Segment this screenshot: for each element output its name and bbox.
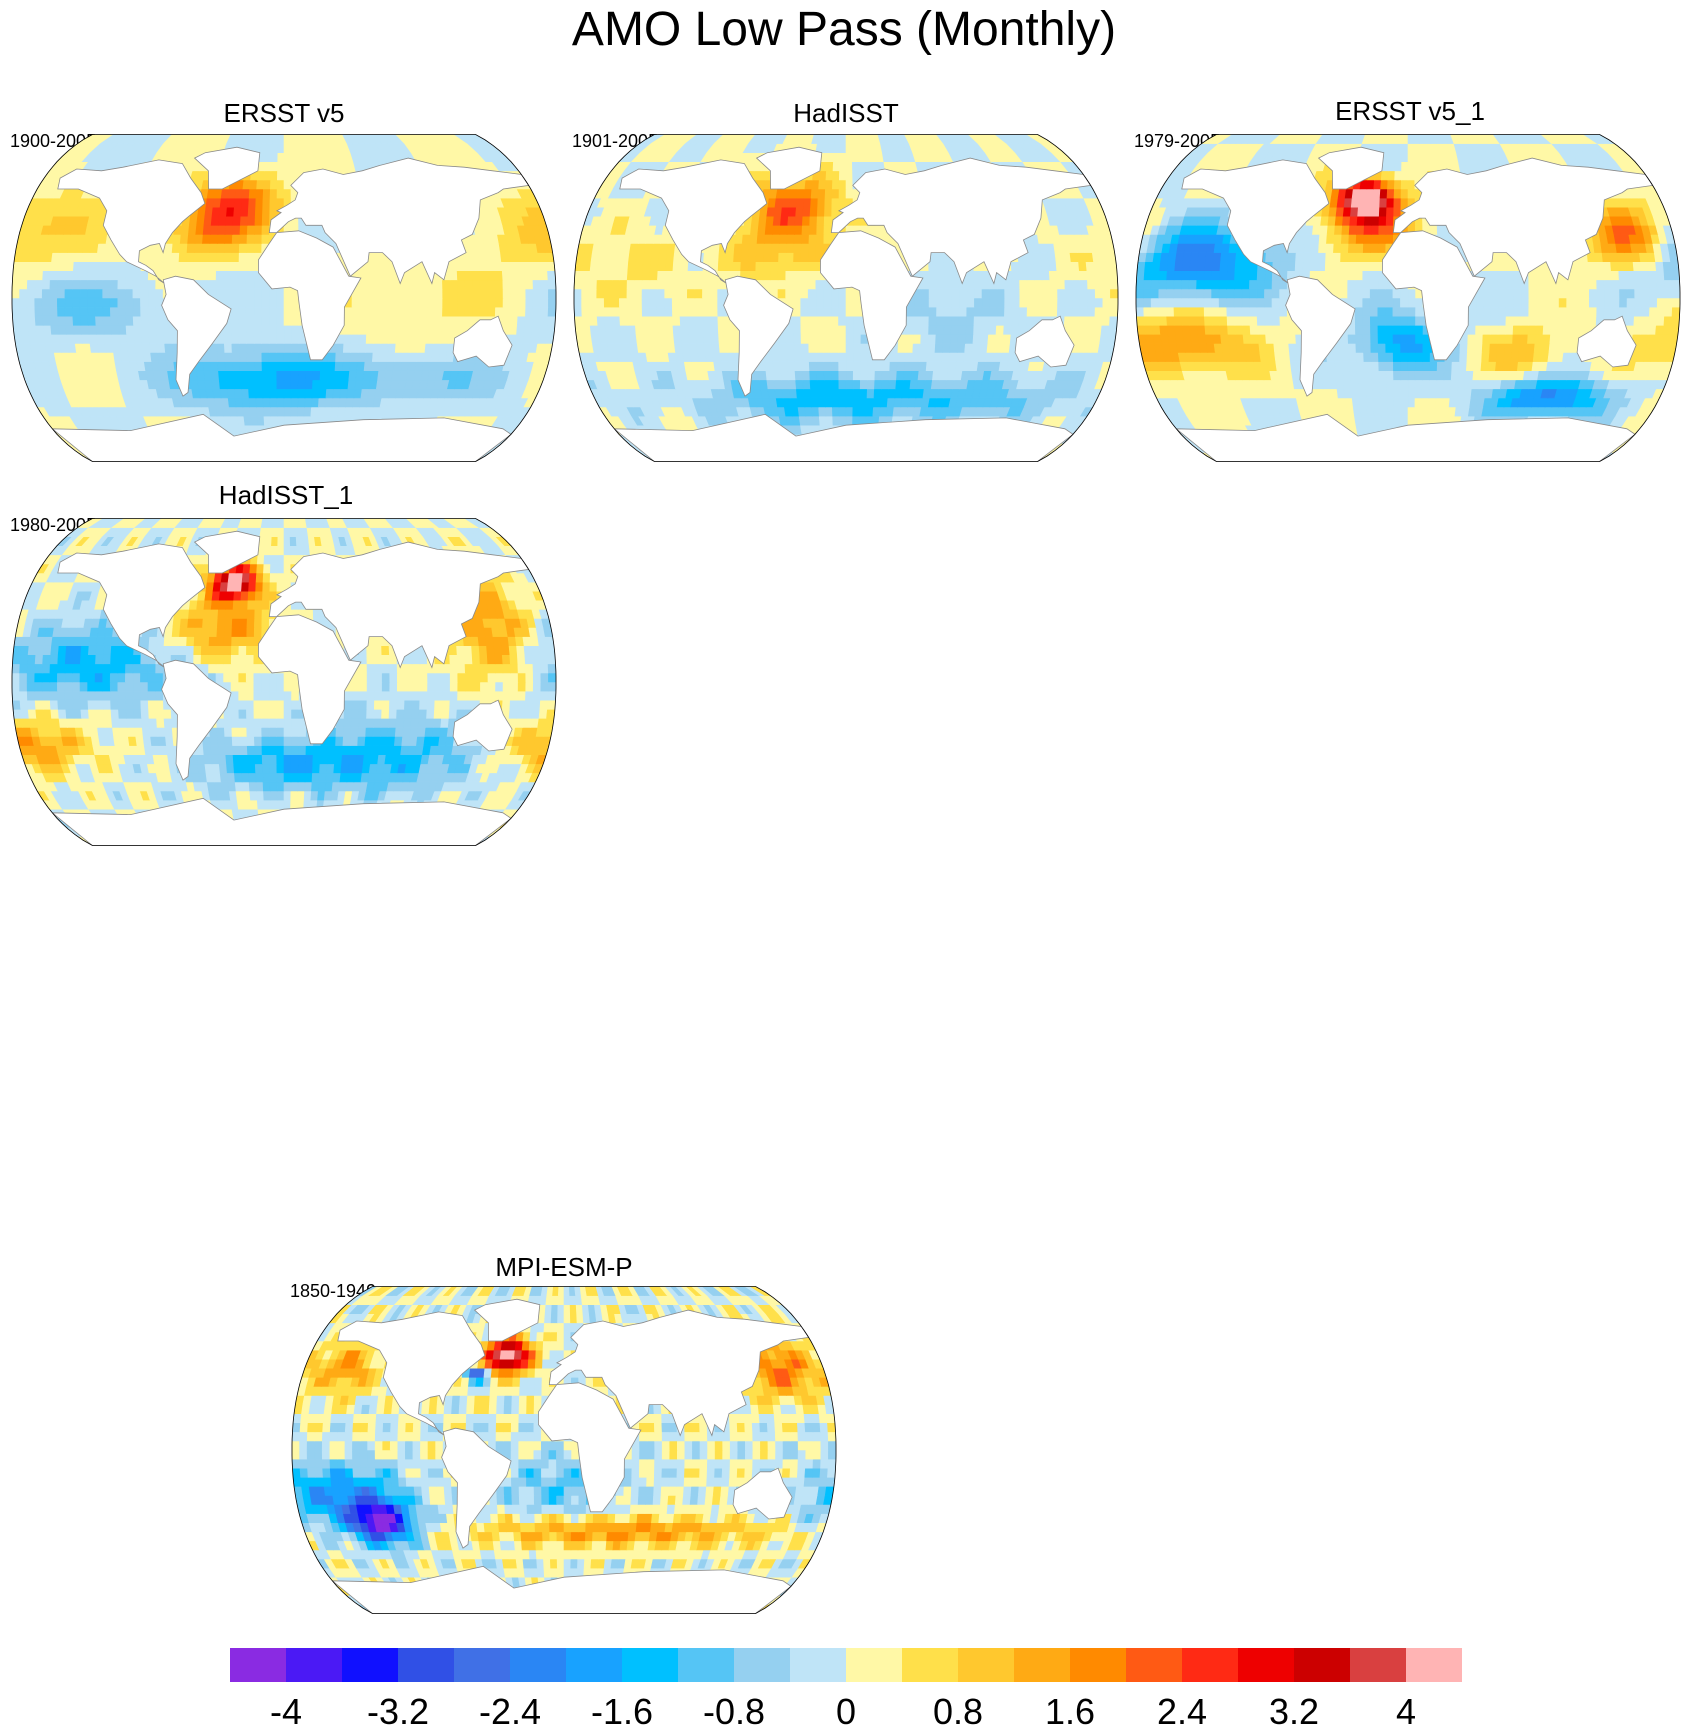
colorbar-tick-label: -2.4 [479,1692,541,1732]
colorbar-swatch [622,1648,679,1682]
colorbar-tick-label: 3.2 [1269,1692,1319,1732]
colorbar-swatch [958,1648,1015,1682]
panel-title-ersst-v5: ERSST v5 [224,98,345,128]
colorbar-swatch [1014,1648,1071,1682]
colorbar-swatch [734,1648,791,1682]
panel-title-ersst-v5-1: ERSST v5_1 [1335,96,1485,126]
colorbar-swatch [1294,1648,1351,1682]
colorbar-tick-label: 2.4 [1157,1692,1207,1732]
colorbar-swatch [286,1648,343,1682]
colorbar-swatch [230,1648,287,1682]
colorbar-swatch [1238,1648,1295,1682]
colorbar-swatch [566,1648,623,1682]
colorbar-swatch [678,1648,735,1682]
colorbar-swatch [790,1648,847,1682]
map-hadisst [570,128,1122,468]
colorbar-swatch [846,1648,903,1682]
colorbar-swatch [1070,1648,1127,1682]
colorbar-tick-label: -1.6 [591,1692,653,1732]
colorbar-tick-label: -3.2 [367,1692,429,1732]
colorbar-swatch [1126,1648,1183,1682]
colorbar-swatch [342,1648,399,1682]
colorbar-swatch [454,1648,511,1682]
figure-title: AMO Low Pass (Monthly) [0,2,1688,58]
colorbar-swatch [1350,1648,1407,1682]
panel-title-hadisst-1: HadISST_1 [219,480,353,510]
colorbar-tick-label: -0.8 [703,1692,765,1732]
colorbar-swatch [398,1648,455,1682]
colorbar-tick-label: 0.8 [933,1692,983,1732]
map-ersst-v5-1 [1132,128,1684,468]
colorbar-tick-label: 4 [1396,1692,1416,1732]
panel-title-mpi-esm-p: MPI-ESM-P [495,1252,632,1282]
colorbar-swatch [1182,1648,1239,1682]
map-hadisst-1 [8,512,560,852]
colorbar-swatch [510,1648,567,1682]
colorbar [230,1648,1462,1682]
colorbar-tick-label: -4 [270,1692,302,1732]
panel-title-hadisst: HadISST [793,98,899,128]
colorbar-swatch [1406,1648,1462,1682]
map-mpi-esm-p [288,1280,840,1620]
colorbar-tick-label: 1.6 [1045,1692,1095,1732]
map-ersst-v5 [8,128,560,468]
colorbar-tick-label: 0 [836,1692,856,1732]
colorbar-swatch [902,1648,959,1682]
